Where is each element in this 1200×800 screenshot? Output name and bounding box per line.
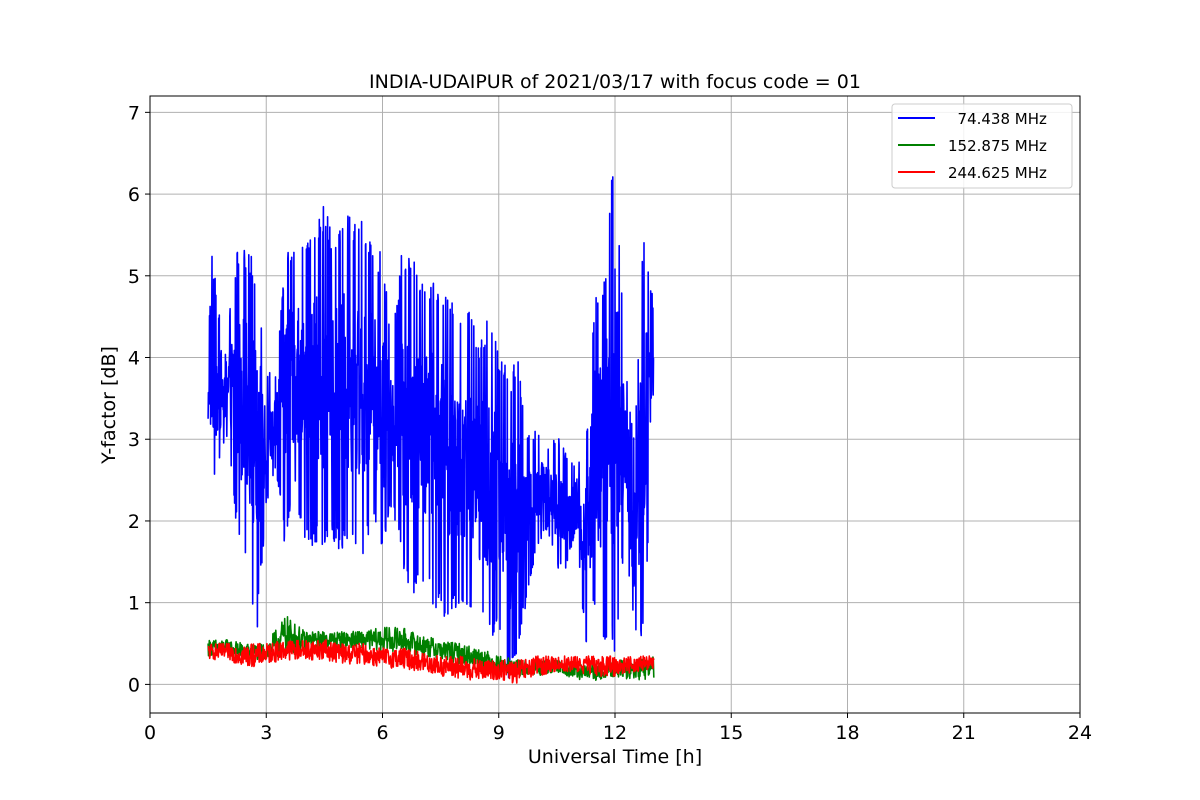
y-tick-label: 7 <box>128 102 140 124</box>
legend-label-244mhz: 244.625 MHz <box>948 164 1047 182</box>
y-tick-label: 0 <box>128 674 140 696</box>
series-line-244mhz <box>207 639 655 684</box>
legend-frame <box>891 103 1073 189</box>
x-tick-label: 6 <box>376 722 388 744</box>
x-tick-label: 18 <box>835 722 859 744</box>
y-tick-label: 3 <box>128 429 140 451</box>
y-axis-label: Y-factor [dB] <box>98 346 120 465</box>
x-tick-label: 15 <box>719 722 743 744</box>
series-line-74mhz <box>207 176 655 679</box>
chart-title: INDIA-UDAIPUR of 2021/03/17 with focus c… <box>369 71 861 93</box>
y-tick-label: 4 <box>128 348 140 370</box>
series-layer <box>207 176 655 684</box>
x-tick-label: 12 <box>603 722 627 744</box>
legend-label-152mhz: 152.875 MHz <box>948 137 1047 155</box>
x-axis-label: Universal Time [h] <box>528 746 702 768</box>
x-tick-label: 3 <box>260 722 272 744</box>
legend: 74.438 MHz 152.875 MHz 244.625 MHz <box>891 103 1073 189</box>
legend-label-74mhz: 74.438 MHz <box>948 110 1047 128</box>
y-tick-label: 5 <box>128 266 140 288</box>
x-tick-label: 9 <box>493 722 505 744</box>
x-tick-label: 21 <box>952 722 976 744</box>
y-tick-label: 2 <box>128 511 140 533</box>
x-tick-label: 0 <box>144 722 156 744</box>
y-tick-label: 1 <box>128 593 140 615</box>
y-tick-label: 6 <box>128 184 140 206</box>
x-tick-label: 24 <box>1068 722 1092 744</box>
series-line-152mhz <box>207 616 655 681</box>
